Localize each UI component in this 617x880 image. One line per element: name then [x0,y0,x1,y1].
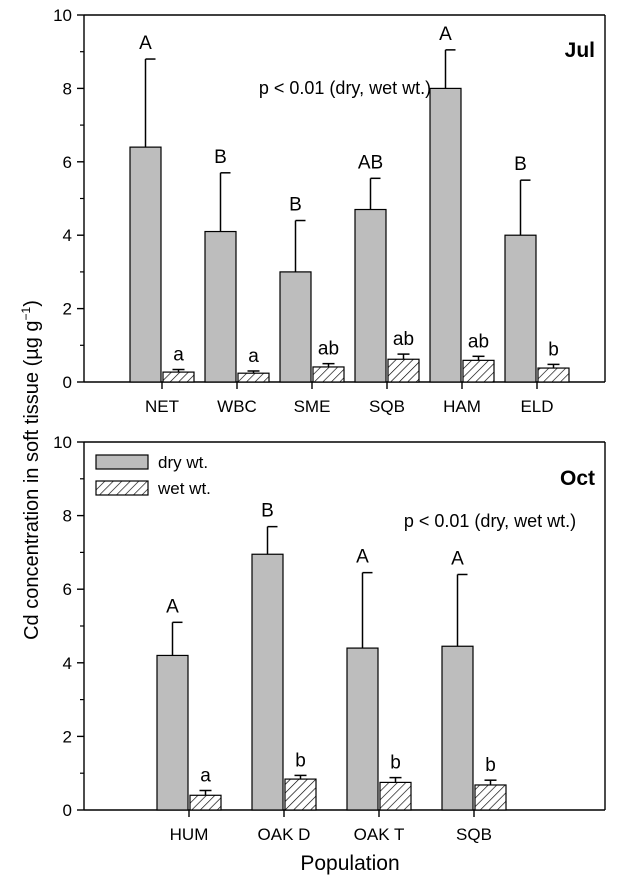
significance-letter: b [485,755,496,776]
bar-dry [156,654,189,811]
y-tick-label: 6 [63,580,72,599]
bar-dry [129,146,162,383]
p-value-annotation: p < 0.01 (dry, wet wt.) [259,78,431,98]
significance-letter: ab [468,331,489,352]
significance-letter: b [390,753,401,774]
y-axis-label-sup: −1 [19,306,33,320]
bar-dry [429,87,462,383]
legend-label-wet: wet wt. [157,479,211,498]
x-tick-label: NET [145,397,179,416]
bar-wet [379,781,412,811]
bar-wet [189,794,222,811]
bar-dry [504,234,537,383]
x-tick-label: SME [294,397,331,416]
y-tick-label: 0 [63,373,72,392]
legend-swatch-wet [95,480,149,496]
significance-letter: ab [318,339,339,360]
p-value-annotation: p < 0.01 (dry, wet wt.) [404,511,576,531]
bar-wet [162,371,195,383]
y-tick-label: 4 [63,654,72,673]
bar-dry [346,647,379,811]
legend-label-dry: dry wt. [158,453,208,472]
y-tick-label: 8 [63,507,72,526]
significance-letter: a [200,765,211,786]
bar-wet [284,778,317,811]
significance-letter: B [214,147,227,168]
significance-letter: a [173,345,184,366]
x-tick-label: HAM [443,397,481,416]
significance-letter: B [261,501,274,522]
significance-letter: A [356,547,369,568]
significance-letter: B [514,154,527,175]
significance-letter: A [439,24,452,45]
bar-dry [251,553,284,811]
significance-letter: A [451,548,464,569]
bar-wet [537,367,570,383]
panel-label: Oct [560,467,595,490]
bar-wet [387,358,420,383]
panel-jul: 0 2 4 6 8 10 NET Aa WBC Ba SME Bab SQB AB ab HAM Aab ELD B… [53,6,606,416]
bar-dry [441,645,474,811]
x-tick-label: OAK D [258,825,311,844]
legend-swatch-dry [95,454,149,470]
significance-letter: B [289,195,302,216]
x-tick-label: WBC [217,397,257,416]
y-tick-label: 2 [63,300,72,319]
y-axis-label-end: ) [21,300,43,307]
x-tick-label: ELD [520,397,553,416]
bar-wet [474,784,507,811]
x-tick-label: SQB [456,825,492,844]
y-axis-label-main: Cd concentration in soft tissue (µg g [21,320,43,639]
x-tick-label: SQB [369,397,405,416]
bar-dry [279,271,312,383]
y-axis-label: Cd concentration in soft tissue (µg g−1) [19,300,43,640]
bar-wet [312,366,345,383]
y-tick-label: 0 [63,801,72,820]
significance-letter: AB [358,152,383,173]
x-tick-label: HUM [170,825,209,844]
significance-letter: b [295,750,306,771]
significance-letter: A [139,33,152,54]
y-tick-label: 10 [53,6,72,25]
y-tick-label: 4 [63,226,72,245]
y-tick-label: 10 [53,433,72,452]
y-tick-label: 2 [63,727,72,746]
bar-wet [237,372,270,383]
bar-dry [204,230,237,383]
bar-dry [354,208,387,383]
y-tick-label: 6 [63,153,72,172]
bar-wet [462,359,495,383]
y-tick-label: 8 [63,79,72,98]
significance-letter: b [548,339,559,360]
x-tick-label: OAK T [354,825,405,844]
significance-letter: a [248,346,259,367]
panel-label: Jul [565,39,595,62]
x-axis-label: Population [300,852,399,875]
significance-letter: ab [393,329,414,350]
panel-oct: 0 2 4 6 8 10 HUM Aa OAK D Bb OAK T Ab SQB Ab Oct p < 0.… [53,433,606,844]
significance-letter: A [166,596,179,617]
